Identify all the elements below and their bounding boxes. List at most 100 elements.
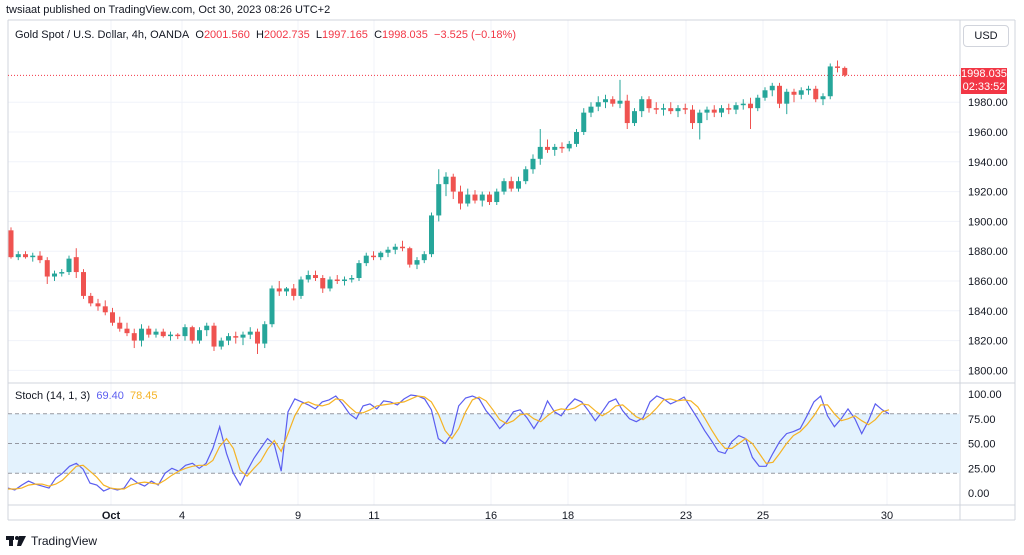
candle-body xyxy=(168,334,173,337)
candle xyxy=(574,129,579,147)
price-tick-label: 1860.00 xyxy=(968,276,1008,288)
candle xyxy=(247,327,253,340)
candle xyxy=(262,321,268,349)
candle xyxy=(189,325,195,344)
candle xyxy=(501,178,507,195)
candle-body xyxy=(762,90,768,98)
candle-body xyxy=(175,334,181,337)
candle xyxy=(624,94,630,130)
change-value: −3.525 (−0.18%) xyxy=(434,29,516,41)
candle xyxy=(182,324,188,341)
candle-body xyxy=(160,331,166,337)
price-tick-label: 1920.00 xyxy=(968,187,1008,199)
candle-body xyxy=(806,88,811,91)
candle xyxy=(59,269,65,277)
candle xyxy=(661,103,666,116)
candle xyxy=(487,191,492,206)
candle xyxy=(769,82,775,97)
candle-body xyxy=(327,279,333,289)
candle-body xyxy=(842,67,848,76)
candle-body xyxy=(131,333,137,341)
candle-body xyxy=(59,272,65,274)
candle-body xyxy=(37,255,43,261)
currency-button[interactable]: USD xyxy=(963,25,1009,47)
stoch-title: Stoch (14, 1, 3) xyxy=(15,390,91,402)
candle xyxy=(472,190,478,204)
candle xyxy=(414,257,420,270)
stoch-k-value: 69.40 xyxy=(96,390,124,402)
time-tick-label: 4 xyxy=(179,510,185,522)
stoch-tick-label: 100.00 xyxy=(968,389,1002,401)
candle xyxy=(436,169,442,222)
candle-body xyxy=(798,90,804,95)
candle xyxy=(175,333,181,340)
stoch-legend: Stoch (14, 1, 3) 69.40 78.45 xyxy=(15,390,158,402)
candle-body xyxy=(472,194,478,201)
candle-body xyxy=(414,260,420,265)
candle xyxy=(334,275,340,284)
candle-body xyxy=(95,303,101,307)
candle xyxy=(23,251,28,259)
last-price-tag: 1998.035 02:33:52 xyxy=(961,68,1007,94)
candle-body xyxy=(146,328,152,335)
publish-info: twsiaat published on TradingView.com, Oc… xyxy=(6,4,331,16)
candle xyxy=(690,105,695,130)
time-tick-label: 16 xyxy=(485,510,497,522)
candle-body xyxy=(44,260,50,277)
candle-body xyxy=(363,255,369,264)
candle xyxy=(566,140,572,152)
candle-body xyxy=(240,334,246,338)
candle-body xyxy=(189,327,195,341)
candle xyxy=(719,105,724,118)
candle-body xyxy=(516,181,521,189)
low-value: 1997.165 xyxy=(322,29,368,41)
candle xyxy=(443,172,449,197)
candle-body xyxy=(581,112,587,132)
candle xyxy=(153,328,159,338)
candle-body xyxy=(23,254,28,258)
candle xyxy=(798,87,804,100)
candle-body xyxy=(153,331,159,335)
candle-body xyxy=(247,331,253,335)
candle xyxy=(276,281,282,296)
candle xyxy=(835,60,840,73)
candle-body xyxy=(733,105,739,110)
candle-body xyxy=(124,328,130,334)
candle xyxy=(748,97,753,130)
candle xyxy=(603,94,608,109)
candle-body xyxy=(588,106,594,113)
close-value: 1998.035 xyxy=(382,29,428,41)
candle xyxy=(458,185,463,210)
footer-brand[interactable]: TradingView xyxy=(6,534,97,548)
time-tick-label: 9 xyxy=(295,510,301,522)
candle xyxy=(820,93,826,106)
candle xyxy=(139,324,144,347)
candle xyxy=(588,102,594,118)
candle xyxy=(8,227,14,259)
candle xyxy=(726,103,732,115)
candle-body xyxy=(487,194,492,203)
candle xyxy=(95,298,101,311)
candle-body xyxy=(748,103,753,109)
candle xyxy=(233,331,239,344)
candle-body xyxy=(726,108,732,110)
candle xyxy=(66,255,72,276)
candle-body xyxy=(646,99,652,109)
candle-body xyxy=(226,336,231,341)
candle xyxy=(508,176,514,192)
candle-body xyxy=(392,246,398,250)
candle-body xyxy=(73,257,79,273)
candle-body xyxy=(218,340,224,347)
candle xyxy=(755,94,761,112)
candle-body xyxy=(284,288,289,292)
candle-body xyxy=(530,158,536,170)
candle xyxy=(81,269,86,299)
candle-body xyxy=(610,99,616,104)
candle xyxy=(298,276,304,299)
price-tick-label: 1980.00 xyxy=(968,97,1008,109)
tradingview-logo-icon xyxy=(6,536,26,546)
candle-body xyxy=(813,88,819,100)
candle-body xyxy=(110,312,115,323)
candle-body xyxy=(566,143,572,149)
